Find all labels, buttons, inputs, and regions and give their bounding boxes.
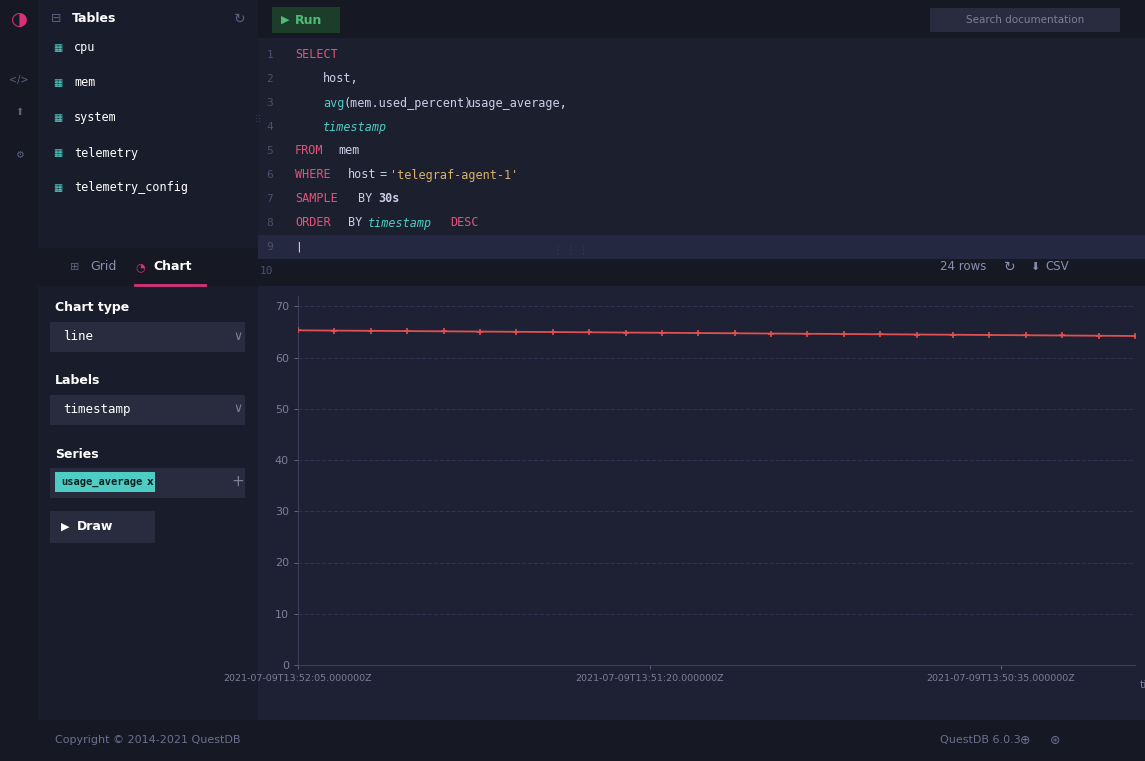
Text: (mem.used_percent): (mem.used_percent) [344, 97, 472, 110]
Text: avg: avg [323, 97, 345, 110]
Bar [0, 720, 1145, 761]
Text: Search documentation: Search documentation [966, 15, 1084, 25]
Text: Chart type: Chart type [55, 301, 129, 314]
Text: ↻: ↻ [1004, 260, 1016, 274]
Text: BY: BY [358, 193, 372, 205]
Text: ⁝⁝: ⁝⁝ [255, 115, 261, 125]
Bar [50, 322, 245, 352]
Text: 7: 7 [267, 194, 273, 204]
Text: Labels: Labels [55, 374, 101, 387]
Text: DESC: DESC [450, 216, 479, 230]
Text: Tables: Tables [72, 12, 117, 26]
Bar [258, 38, 1145, 248]
Text: =: = [380, 168, 387, 182]
Text: ∨: ∨ [234, 330, 243, 342]
Text: SELECT: SELECT [295, 49, 338, 62]
Text: WHERE: WHERE [295, 168, 331, 182]
Bar [38, 248, 1145, 286]
Text: telemetry_config: telemetry_config [74, 182, 188, 195]
Bar [258, 286, 1145, 721]
Text: 1: 1 [267, 50, 273, 60]
Text: 4: 4 [267, 122, 273, 132]
Text: </>: </> [9, 75, 29, 85]
Text: ⊟: ⊟ [50, 12, 61, 26]
Bar [38, 0, 258, 761]
Text: Run: Run [295, 14, 323, 27]
Text: timestamp: timestamp [63, 403, 131, 416]
Text: 10: 10 [260, 266, 273, 276]
Bar [50, 468, 245, 498]
Text: 6: 6 [267, 170, 273, 180]
Text: QuestDB 6.0.3: QuestDB 6.0.3 [940, 735, 1020, 745]
Text: 30s: 30s [378, 193, 400, 205]
Bar [273, 7, 340, 33]
Text: CSV: CSV [1045, 260, 1068, 273]
Text: 5: 5 [267, 146, 273, 156]
Text: +: + [231, 475, 244, 489]
Text: ▦: ▦ [54, 113, 63, 123]
Text: system: system [74, 112, 117, 125]
Bar [258, 0, 1145, 38]
Text: 2: 2 [267, 74, 273, 84]
Text: usage_average,: usage_average, [468, 97, 568, 110]
Bar [55, 472, 155, 492]
Text: ∨: ∨ [234, 403, 243, 416]
Text: SAMPLE: SAMPLE [295, 193, 338, 205]
Text: ⬆: ⬆ [15, 107, 23, 117]
Text: Copyright © 2014-2021 QuestDB: Copyright © 2014-2021 QuestDB [55, 735, 240, 745]
Text: Grid: Grid [90, 260, 117, 273]
Text: ↻: ↻ [235, 12, 246, 26]
Text: timestamp: timestamp [323, 120, 387, 133]
Text: ◑: ◑ [10, 9, 27, 28]
Bar [50, 511, 155, 543]
Bar [0, 0, 38, 761]
Text: ▦: ▦ [54, 78, 63, 88]
Bar [50, 395, 245, 425]
Text: BY: BY [348, 216, 362, 230]
Text: ▶: ▶ [61, 522, 70, 532]
Text: telemetry: telemetry [74, 147, 139, 160]
Text: ⊕: ⊕ [1020, 734, 1030, 747]
Text: 9: 9 [267, 242, 273, 252]
Text: Chart: Chart [153, 260, 191, 273]
Bar [930, 8, 1120, 32]
Text: Draw: Draw [77, 521, 113, 533]
Text: ⬇: ⬇ [1030, 262, 1040, 272]
Text: Series: Series [55, 447, 98, 460]
Text: ▦: ▦ [54, 43, 63, 53]
Text: FROM: FROM [295, 145, 324, 158]
Text: ◔: ◔ [135, 262, 145, 272]
Text: mem: mem [74, 77, 95, 90]
Text: ORDER: ORDER [295, 216, 331, 230]
Text: ▶: ▶ [281, 15, 290, 25]
Text: ⊛: ⊛ [1050, 734, 1060, 747]
Text: ⋮ ⋮ ⋮: ⋮ ⋮ ⋮ [553, 245, 589, 255]
Text: cpu: cpu [74, 42, 95, 55]
Text: 8: 8 [267, 218, 273, 228]
Text: 'telegraf-agent-1': 'telegraf-agent-1' [390, 168, 519, 182]
Text: host,: host, [323, 72, 358, 85]
Text: timestamp: timestamp [1140, 680, 1145, 690]
Text: |: | [295, 242, 302, 252]
Text: x: x [147, 477, 153, 487]
Text: ⊞: ⊞ [70, 262, 80, 272]
Text: ▦: ▦ [54, 183, 63, 193]
Text: ⚙: ⚙ [15, 150, 23, 160]
Text: line: line [63, 330, 93, 342]
Text: 24 rows: 24 rows [940, 260, 986, 273]
Bar [38, 286, 258, 721]
Text: mem: mem [338, 145, 360, 158]
Text: usage_average: usage_average [61, 477, 142, 487]
Text: ▦: ▦ [54, 148, 63, 158]
Bar [258, 235, 1145, 259]
Text: timestamp: timestamp [368, 216, 432, 230]
Text: host: host [348, 168, 377, 182]
Text: 3: 3 [267, 98, 273, 108]
